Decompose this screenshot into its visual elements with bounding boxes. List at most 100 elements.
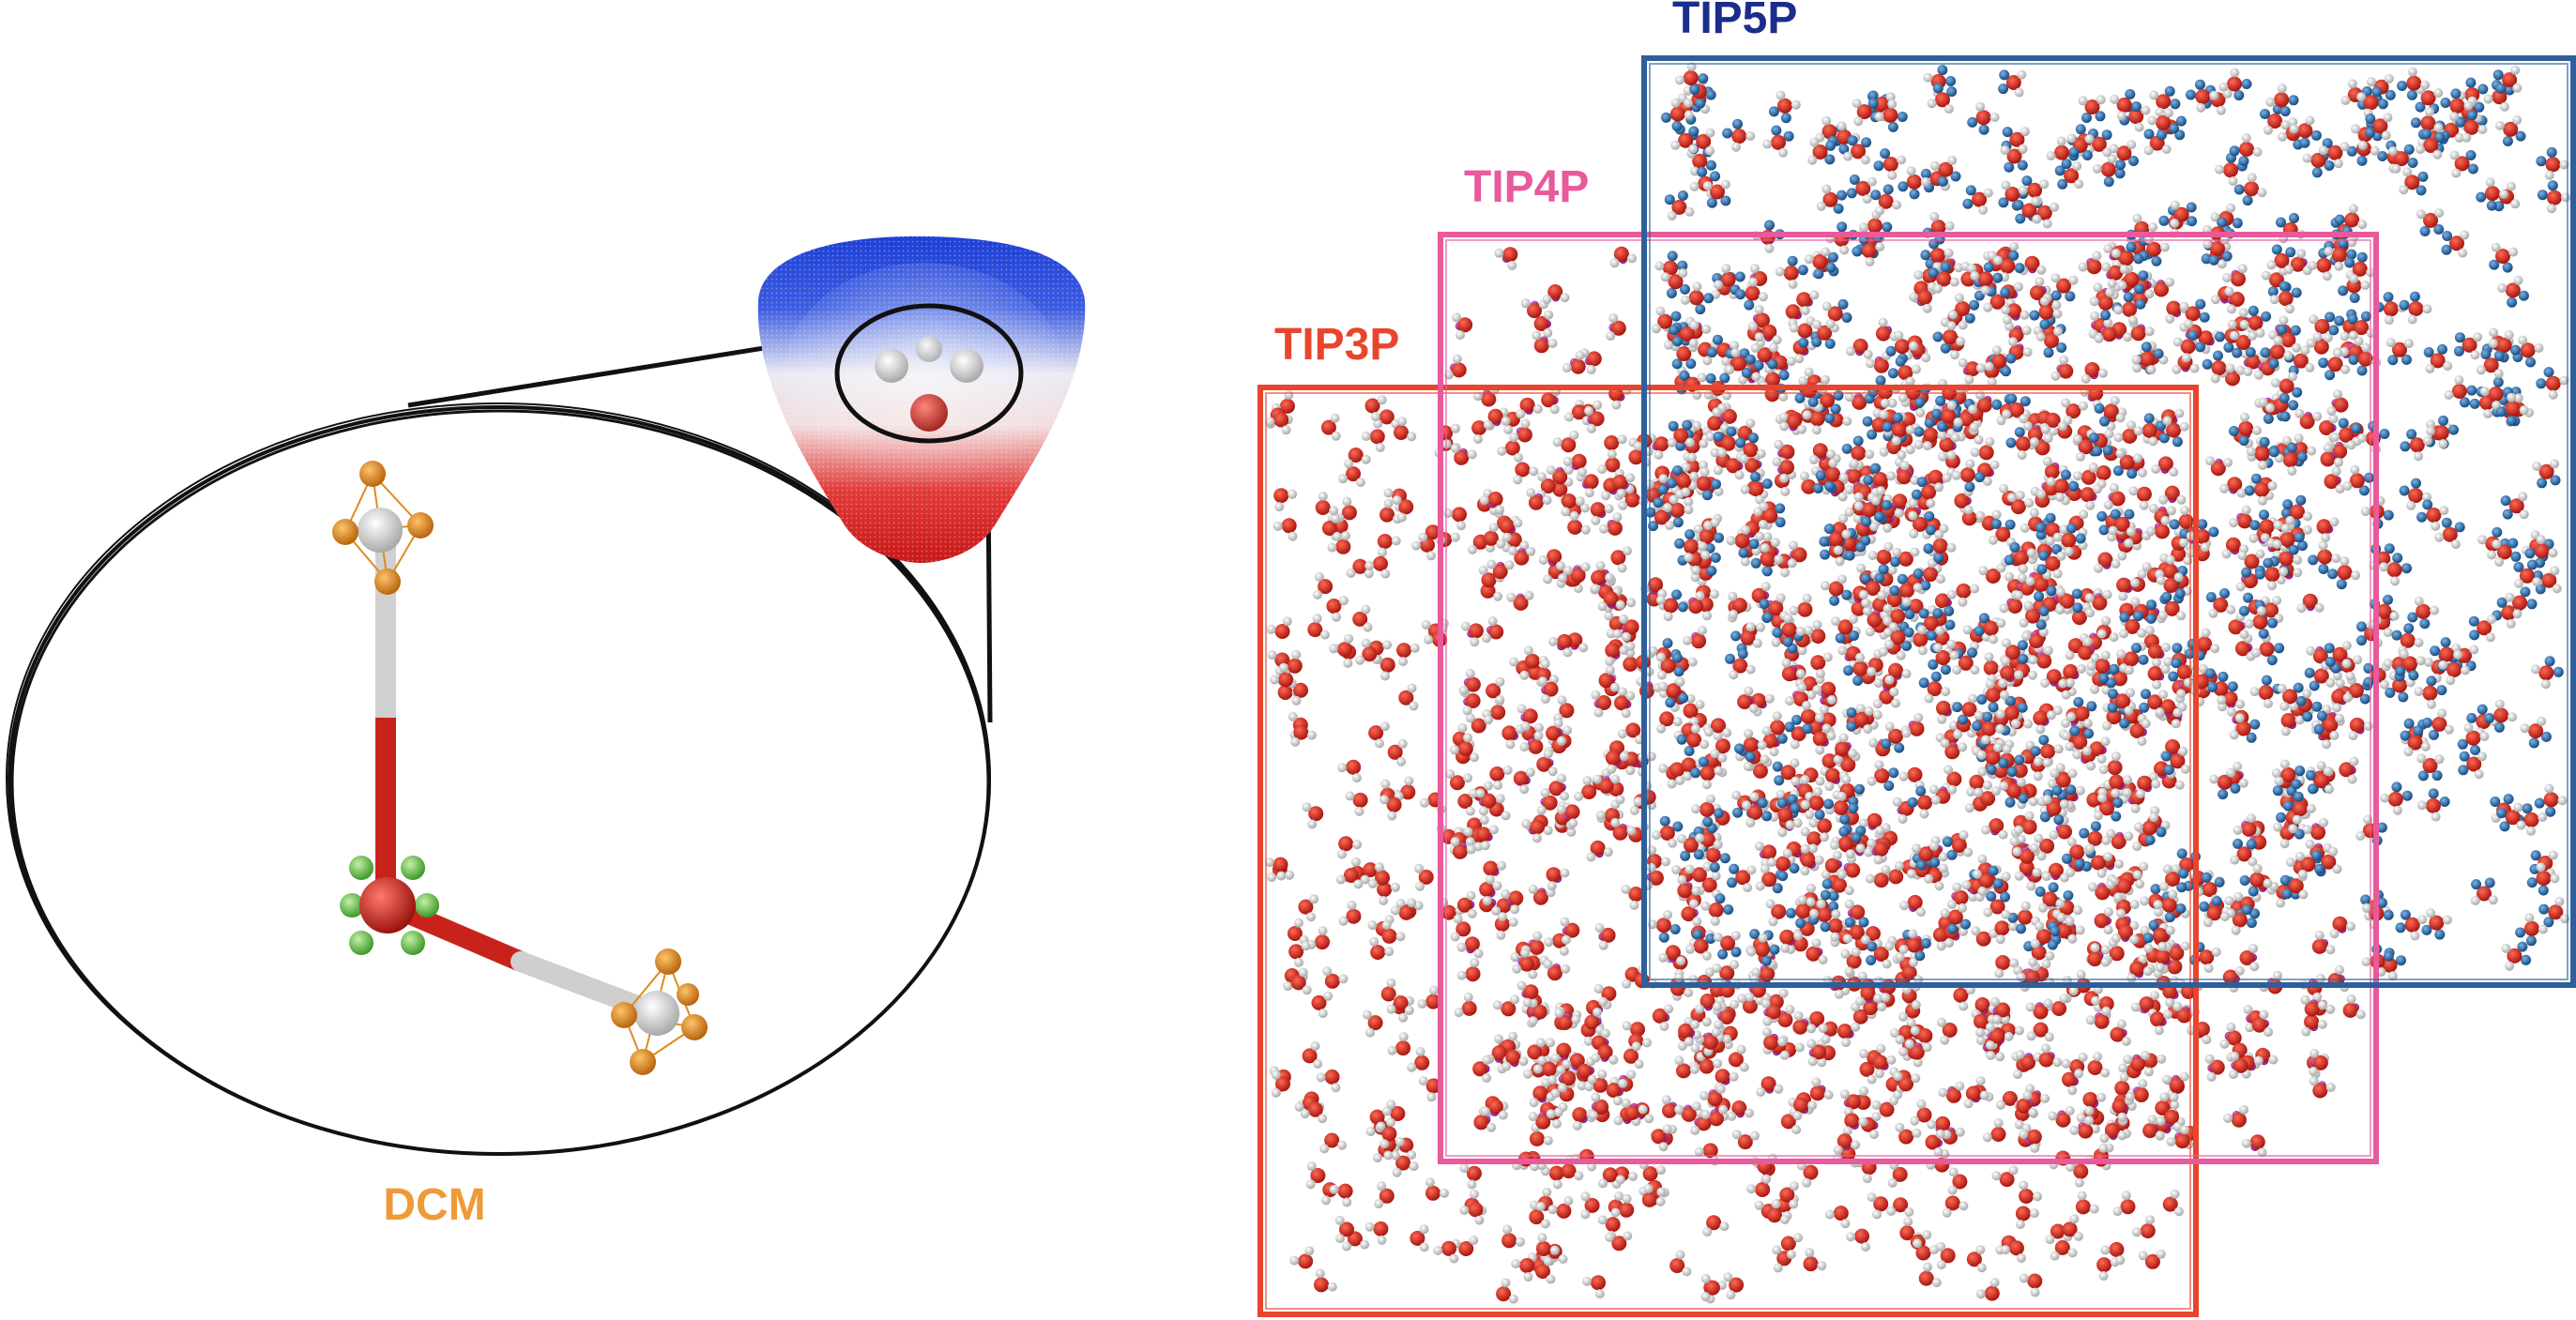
- water-molecule: [1529, 1202, 1550, 1229]
- water-molecule: [1445, 769, 1472, 791]
- water-molecule: [2065, 1162, 2089, 1188]
- water-molecule: [1723, 1272, 1745, 1300]
- water-molecule: [1265, 412, 1291, 435]
- water-molecule: [1971, 926, 1999, 947]
- water-molecule: [1450, 914, 1471, 942]
- tip5p-water-box: [1645, 62, 2570, 981]
- drude-particle: [374, 569, 401, 595]
- water-molecule: [1352, 604, 1373, 632]
- water-molecule: [2049, 815, 2072, 840]
- water-molecule: [1605, 1231, 1633, 1252]
- water-molecule: [1835, 733, 1858, 758]
- water-molecule: [1364, 555, 1391, 579]
- water-molecule: [1897, 461, 1920, 485]
- water-molecule: [1886, 1197, 1914, 1217]
- water-molecule: [1824, 767, 1849, 792]
- water-molecule: [1536, 749, 1558, 777]
- water-molecule: [1727, 1100, 1754, 1121]
- water-molecule: [1410, 1224, 1429, 1252]
- water-molecule: [2311, 930, 2336, 955]
- drude-particle: [655, 948, 681, 975]
- water-molecule: [1425, 1177, 1449, 1201]
- water-molecule: [1532, 330, 1558, 354]
- water-molecule: [2019, 1129, 2042, 1153]
- water-molecule: [1610, 1193, 1635, 1218]
- oxygen-site: [340, 856, 439, 955]
- water-molecule: [2123, 1051, 2150, 1072]
- water-molecule: [1373, 409, 1401, 429]
- water-molecule: [2050, 355, 2074, 381]
- water-molecule: [1948, 293, 1980, 324]
- water-molecule: [1963, 1085, 1989, 1109]
- water-molecule: [1884, 662, 1912, 685]
- water-molecule: [2219, 1022, 2242, 1049]
- water-molecule: [1674, 1101, 1701, 1122]
- water-molecule: [1584, 406, 1605, 433]
- water-molecule: [1344, 448, 1371, 469]
- water-molecule: [2151, 456, 2179, 478]
- water-molecule: [2061, 1052, 2088, 1074]
- water-molecule: [2414, 675, 2447, 709]
- water-molecule: [2251, 1009, 2274, 1038]
- water-molecule: [2494, 115, 2526, 146]
- water-molecule: [1312, 571, 1334, 599]
- water-molecule: [2161, 1071, 2189, 1093]
- water-molecule: [2103, 483, 2126, 510]
- water-molecule: [2050, 273, 2079, 302]
- water-molecule: [2320, 443, 2343, 467]
- water-molecule: [1513, 462, 1539, 485]
- water-molecule: [2138, 1249, 2166, 1269]
- water-molecule: [1560, 917, 1580, 945]
- water-molecule: [2082, 1092, 2107, 1115]
- water-molecule: [2342, 464, 2374, 496]
- water-molecule: [1273, 488, 1298, 512]
- water-molecule: [1527, 1038, 1547, 1066]
- water-molecule: [1999, 590, 2023, 614]
- water-molecule: [1414, 863, 1434, 891]
- water-molecule: [2015, 1050, 2043, 1070]
- water-molecule: [1567, 510, 1591, 535]
- water-molecule: [2536, 146, 2569, 180]
- water-molecule: [2038, 1043, 2063, 1068]
- water-molecule: [1728, 1044, 1749, 1072]
- water-molecule: [2416, 208, 2445, 236]
- water-molecule: [2001, 1240, 2026, 1263]
- water-molecule: [1550, 1042, 1578, 1063]
- water-molecule: [1618, 484, 1640, 510]
- water-molecule: [2061, 398, 2088, 419]
- water-molecule: [1612, 473, 1636, 498]
- water-molecule: [1271, 1070, 1290, 1098]
- water-molecule: [1985, 1022, 2005, 1051]
- water-molecule: [1623, 751, 1648, 776]
- water-molecule: [1386, 995, 1414, 1015]
- water-molecule: [1379, 795, 1402, 821]
- water-molecule: [1901, 957, 1924, 985]
- water-molecule: [1546, 464, 1574, 485]
- water-molecule: [2147, 643, 2171, 668]
- water-molecule: [1290, 724, 1317, 747]
- water-molecule: [1677, 874, 1701, 899]
- water-molecule: [1866, 351, 1892, 373]
- water-molecule: [1840, 1089, 1861, 1117]
- water-molecule: [1396, 643, 1420, 667]
- water-molecule: [1895, 1122, 1922, 1145]
- water-molecule: [1909, 290, 1932, 313]
- water-molecule: [1266, 616, 1292, 639]
- water-molecule: [1927, 83, 1958, 114]
- water-molecule: [1810, 652, 1833, 678]
- water-molecule: [2110, 1019, 2131, 1046]
- water-molecule: [2062, 1214, 2083, 1241]
- water-molecule: [2537, 180, 2570, 214]
- water-molecule: [2470, 877, 2498, 905]
- water-molecule: [1779, 929, 1804, 953]
- water-molecule: [1478, 565, 1505, 588]
- water-molecule: [1387, 738, 1408, 766]
- water-molecule: [1486, 676, 1505, 705]
- water-molecule: [1338, 900, 1362, 926]
- water-molecule: [1582, 1275, 1606, 1299]
- water-molecule: [1966, 774, 1992, 797]
- water-molecule: [1529, 1085, 1556, 1108]
- water-molecule: [1598, 1167, 1625, 1189]
- water-molecule: [2234, 633, 2256, 661]
- water-molecule: [1264, 857, 1288, 881]
